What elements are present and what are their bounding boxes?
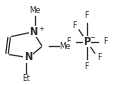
Text: F: F <box>102 37 106 46</box>
Text: F: F <box>66 37 70 46</box>
Text: F: F <box>72 21 76 30</box>
Text: N: N <box>24 52 32 62</box>
Text: F: F <box>96 53 101 62</box>
Text: −: − <box>89 35 94 41</box>
Text: F: F <box>84 11 88 20</box>
Text: N: N <box>29 27 37 37</box>
Text: Me: Me <box>29 6 41 15</box>
Text: +: + <box>38 26 44 32</box>
Text: F: F <box>84 62 88 71</box>
Text: Me: Me <box>59 42 70 51</box>
Text: Et: Et <box>22 74 30 83</box>
Text: P: P <box>83 37 90 47</box>
